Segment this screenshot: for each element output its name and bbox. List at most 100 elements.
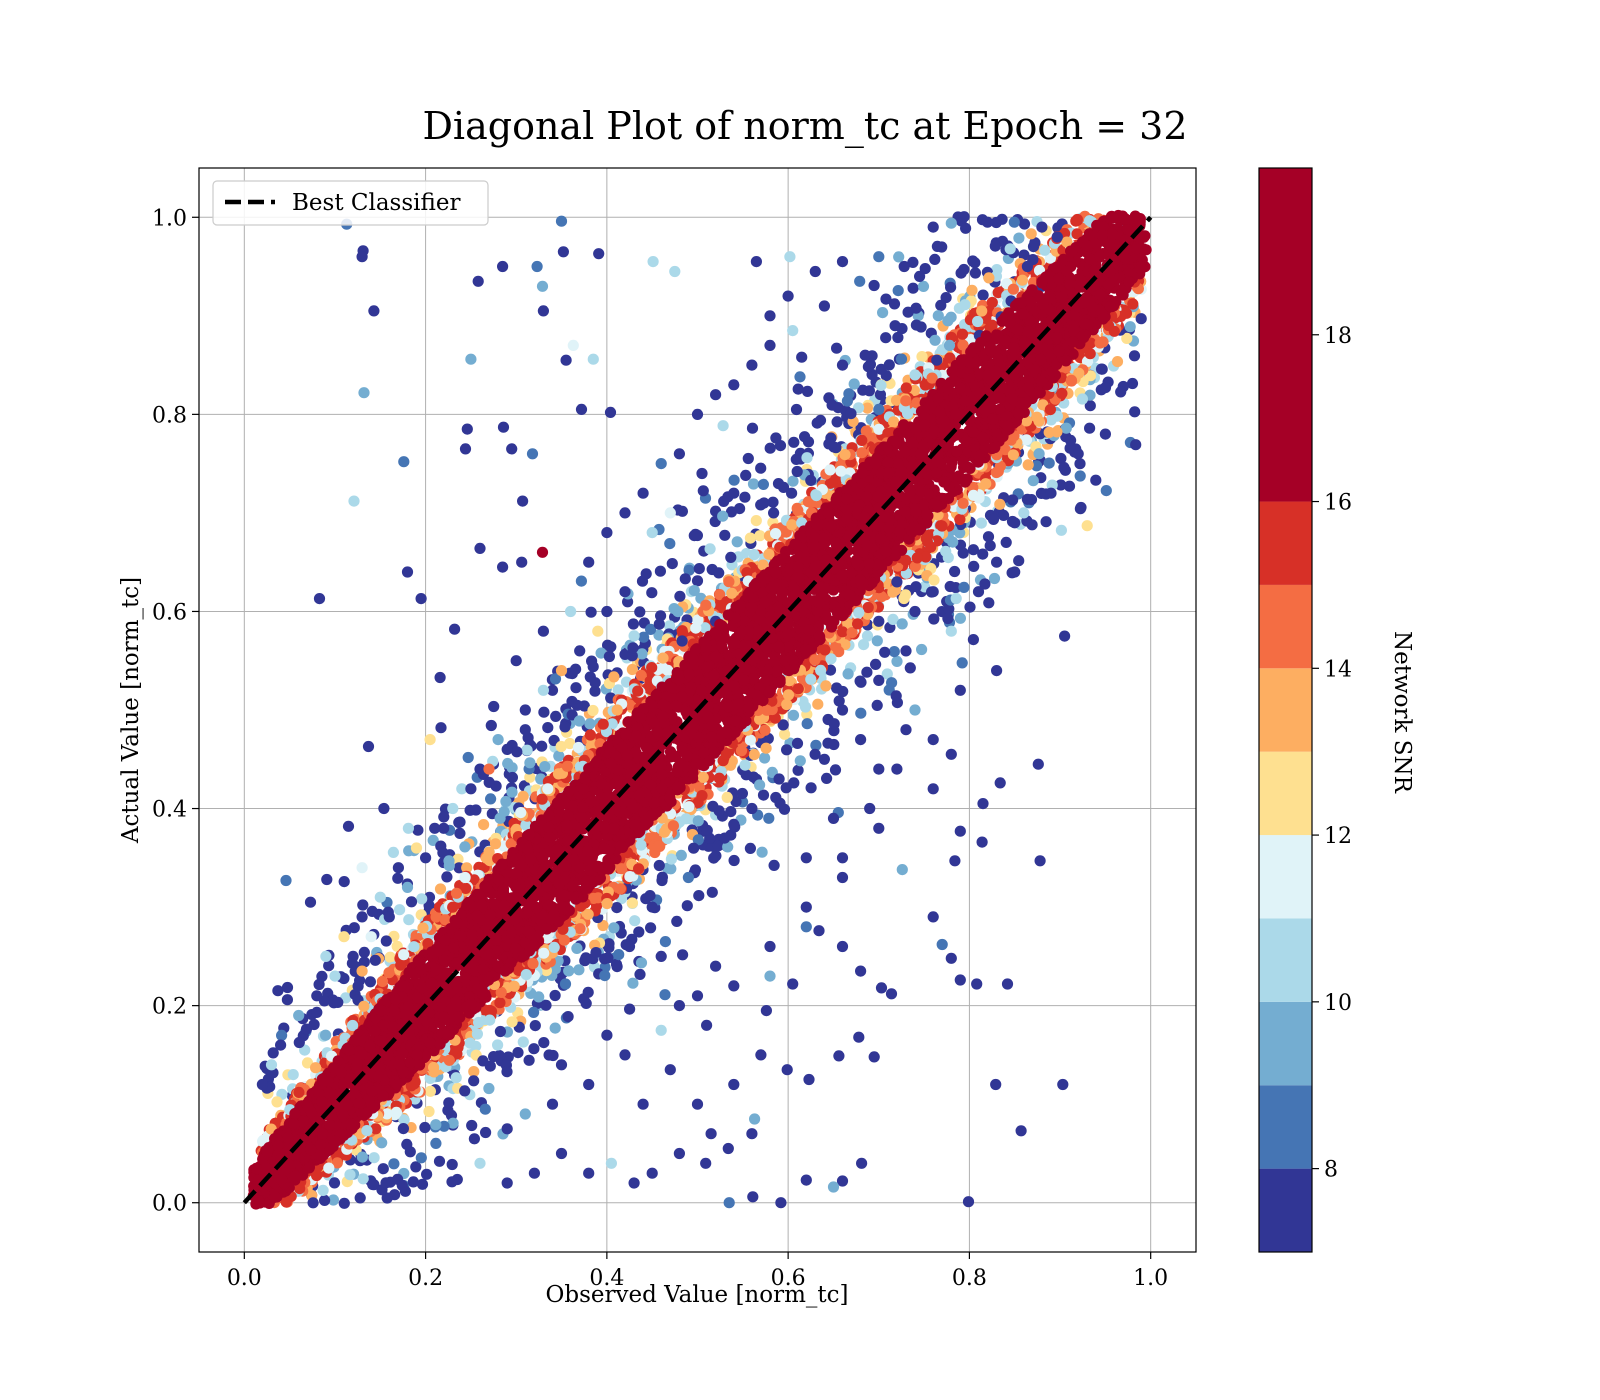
scatter-point-737 [736,787,749,800]
scatter-point-953 [929,334,941,346]
scatter-point-3363 [770,528,782,540]
scatter-point-3655 [827,812,840,825]
scatter-point-3697 [329,970,341,982]
scatter-point-80 [887,613,899,626]
scatter-point-3684 [537,625,550,637]
scatter-point-3714 [782,290,794,302]
scatter-point-902 [932,310,944,322]
scatter-point-678 [683,564,695,576]
scatter-point-3544 [728,487,740,499]
scatter-point-1026 [707,800,719,812]
scatter-point-993 [626,897,639,909]
scatter-point-3665 [1099,428,1111,440]
scatter-point-3416 [1065,375,1078,387]
scatter-point-3293 [723,576,735,588]
scatter-point-1081 [494,1025,506,1038]
scatter-point-1003 [461,862,473,874]
scatter-point-771 [626,650,638,662]
scatter-point-924 [713,567,725,579]
scatter-point-3232 [542,783,554,795]
scatter-point-3209 [697,771,709,784]
scatter-point-3450 [852,618,864,630]
scatter-point-1044 [725,551,737,564]
scatter-point-222 [739,491,751,503]
scatter-point-1153 [430,1137,442,1149]
scatter-point-9 [659,936,672,948]
scatter-point-3678 [836,852,849,864]
scatter-point-990 [506,786,518,798]
scatter-point-3725 [483,763,495,775]
scatter-point-3520 [356,862,368,874]
scatter-point-435 [886,677,898,689]
scatter-point-592 [1111,356,1124,368]
scatter-point-954 [599,970,611,982]
scatter-point-835 [627,642,639,654]
scatter-point-3103 [473,1016,485,1029]
scatter-point-3395 [862,601,874,614]
scatter-point-1137 [767,496,779,508]
scatter-point-850 [459,1085,471,1097]
scatter-point-3596 [760,1005,773,1017]
scatter-point-3125 [726,587,738,599]
scatter-point-323 [323,960,335,972]
scatter-point-3645 [773,773,785,785]
scatter-point-716 [842,668,854,680]
scatter-point-3463 [520,969,532,981]
scatter-point-3636 [691,990,704,1002]
scatter-point-706 [605,641,617,653]
scatter-point-302 [854,675,866,687]
scatter-point-29 [412,824,424,836]
scatter-point-3556 [1051,231,1063,243]
scatter-point-527 [1043,457,1055,469]
scatter-point-3400 [786,519,798,531]
scatter-point-3211 [508,980,520,992]
scatter-point-141 [656,874,668,887]
scatter-point-894 [693,563,705,575]
scatter-point-1078 [539,761,551,773]
scatter-point-1040 [633,926,645,938]
scatter-point-821 [628,630,640,642]
scatter-point-1130 [1051,426,1063,438]
scatter-point-228 [480,1126,492,1139]
scatter-point-3646 [818,753,831,765]
scatter-point-638 [1075,501,1087,514]
scatter-point-644 [276,1029,288,1041]
scatter-point-3518 [304,896,317,908]
scatter-point-3479 [348,495,360,507]
scatter-point-1144 [728,854,740,867]
scatter-point-3659 [972,586,985,598]
scatter-point-3510 [434,671,446,684]
scatter-point-3577 [994,777,1006,789]
scatter-point-1117 [828,718,840,730]
scatter-point-776 [754,530,766,542]
scatter-point-3607 [775,1197,787,1209]
scatter-point-944 [861,630,874,642]
scatter-point-3705 [619,507,631,519]
scatter-point-1148 [898,592,910,605]
scatter-point-3638 [673,1000,686,1012]
scatter-point-625 [943,603,955,615]
scatter-point-3333 [601,898,613,910]
scatter-point-3629 [601,1029,613,1041]
scatter-point-3616 [700,1157,712,1169]
scatter-point-3588 [855,965,867,977]
scatter-point-1090 [401,1138,413,1150]
scatter-point-3511 [435,722,447,734]
scatter-point-177 [759,752,771,764]
scatter-point-1000 [529,1020,541,1032]
scatter-point-3487 [669,265,681,278]
scatter-point-3610 [746,1128,758,1140]
scatter-point-778 [626,663,639,676]
scatter-point-1123 [611,902,623,914]
scatter-point-346 [293,1036,305,1049]
scatter-point-3720 [574,645,586,657]
scatter-point-3592 [836,871,849,884]
scatter-point-3486 [647,256,659,268]
scatter-point-975 [1130,439,1142,451]
scatter-point-3411 [700,599,712,611]
scatter-point-1070 [697,485,709,497]
scatter-point-2100 [735,745,748,757]
scatter-point-238 [792,764,804,776]
scatter-point-235 [750,515,762,527]
scatter-point-3543 [696,467,708,480]
